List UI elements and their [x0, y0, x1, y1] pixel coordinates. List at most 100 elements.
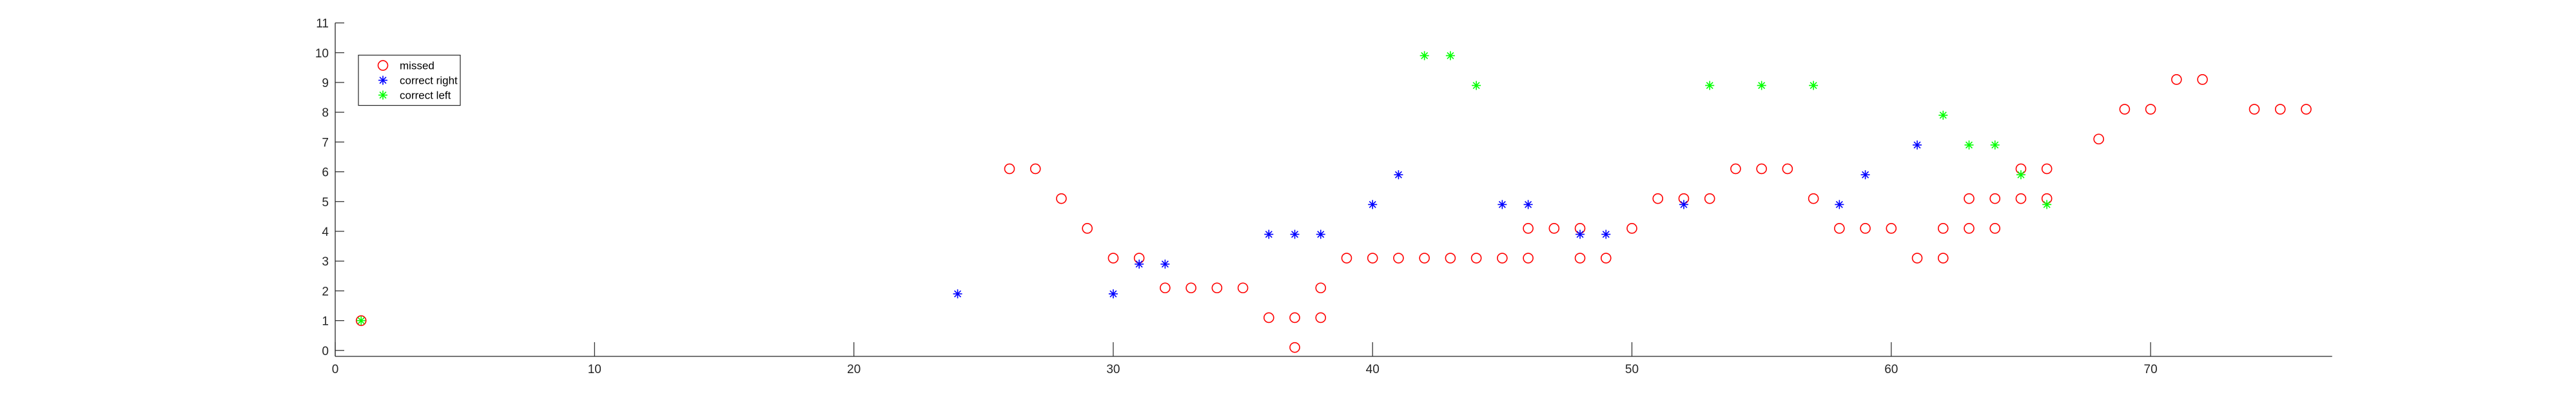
data-point-missed: [2015, 193, 2027, 204]
data-point-correct-right: [1160, 259, 1170, 269]
data-point-missed: [1911, 253, 1923, 264]
y-tick-label: 2: [322, 285, 329, 298]
data-point-missed: [1860, 223, 1871, 234]
data-point-missed: [1574, 253, 1586, 264]
data-point-missed: [2197, 74, 2208, 85]
axes-layer: 0 10 20 30 40 50 60 70 0 1 2 3 4 5 6 7 8 9 10 11: [315, 17, 2332, 376]
data-point-correct-right: [1498, 200, 1507, 209]
legend: missed correct right correct left: [358, 54, 461, 106]
data-point-missed: [1029, 163, 1041, 175]
legend-label-correct-left: correct left: [400, 90, 451, 102]
data-point-missed: [1652, 193, 1664, 204]
data-point-missed: [1367, 253, 1378, 264]
data-point-correct-left: [1472, 81, 1481, 90]
x-tick-label: 40: [1366, 363, 1380, 376]
data-point-missed: [1937, 253, 1949, 264]
data-point-correct-right: [1108, 289, 1118, 298]
data-point-missed: [1523, 253, 1534, 264]
data-point-missed: [2249, 104, 2260, 115]
data-point-missed: [1315, 312, 1327, 324]
legend-item-correct-left: correct left: [378, 90, 451, 102]
data-point-missed: [1315, 282, 1327, 294]
data-point-missed: [2041, 163, 2053, 175]
data-point-missed: [2171, 74, 2182, 85]
data-point-missed: [1937, 223, 1949, 234]
data-point-correct-right: [1913, 140, 1922, 150]
data-point-correct-right: [1601, 229, 1611, 239]
x-tick-label: 70: [2144, 363, 2158, 376]
data-point-missed: [1834, 223, 1845, 234]
data-point-missed: [1964, 193, 1975, 204]
series-correct-right: [953, 140, 1922, 298]
y-tick-label: 8: [322, 106, 329, 120]
data-point-missed: [355, 315, 367, 326]
data-point-correct-right: [1368, 200, 1378, 209]
data-point-missed: [1782, 163, 1793, 175]
legend-marker-correct-left: [378, 90, 387, 100]
data-point-missed: [1523, 223, 1534, 234]
x-tick-label: 20: [847, 363, 861, 376]
data-point-correct-right: [1860, 170, 1870, 180]
legend-item-missed: missed: [377, 60, 434, 72]
data-point-missed: [1160, 282, 1171, 294]
x-tick-label: 30: [1106, 363, 1120, 376]
data-point-correct-right: [1835, 200, 1844, 209]
data-point-missed: [1211, 282, 1223, 294]
data-point-missed: [1626, 223, 1637, 234]
legend-label-missed: missed: [400, 60, 434, 72]
data-point-correct-left: [1757, 81, 1766, 90]
data-point-missed: [1989, 223, 2001, 234]
data-point-missed: [1341, 253, 1352, 264]
legend-label-correct-right: correct right: [400, 75, 458, 87]
y-tick-label: 1: [322, 315, 329, 329]
data-point-missed: [2301, 104, 2312, 115]
data-point-missed: [1445, 253, 1456, 264]
data-point-missed: [2274, 104, 2286, 115]
y-tick-label: 4: [322, 226, 329, 239]
x-tick-label: 50: [1625, 363, 1639, 376]
data-point-missed: [2119, 104, 2131, 115]
data-point-missed: [1964, 223, 1975, 234]
data-point-missed: [1107, 253, 1119, 264]
y-tick-label: 11: [316, 17, 329, 31]
marks-layer: [355, 51, 2312, 353]
data-point-missed: [1263, 312, 1274, 324]
data-point-correct-right: [1576, 229, 1585, 239]
y-tick-label: 7: [322, 136, 329, 150]
data-point-correct-left: [2042, 200, 2052, 209]
data-point-correct-left: [1445, 51, 1455, 61]
data-point-missed: [1989, 193, 2001, 204]
data-point-missed: [1289, 342, 1300, 353]
data-point-missed: [1704, 193, 1715, 204]
legend-box: [358, 54, 461, 106]
data-point-missed: [1082, 223, 1093, 234]
data-point-correct-left: [1964, 140, 1974, 150]
data-point-missed: [1600, 253, 1612, 264]
data-point-correct-left: [1938, 110, 1948, 120]
legend-marker-correct-right: [378, 75, 387, 85]
legend-item-correct-right: correct right: [378, 75, 458, 87]
data-point-correct-left: [1990, 140, 2000, 150]
y-tick-label: 5: [322, 196, 329, 209]
data-point-correct-right: [1264, 229, 1274, 239]
data-point-correct-left: [1809, 81, 1819, 90]
data-point-correct-right: [1523, 200, 1533, 209]
data-point-missed: [1470, 253, 1482, 264]
data-point-correct-left: [1705, 81, 1715, 90]
legend-marker-missed: [377, 60, 389, 71]
data-point-missed: [1808, 193, 1819, 204]
data-point-missed: [1886, 223, 1897, 234]
x-tick-label: 10: [588, 363, 601, 376]
data-point-missed: [1186, 282, 1196, 294]
x-tick-label: 60: [1884, 363, 1898, 376]
y-tick-label: 6: [322, 166, 329, 180]
data-point-correct-left: [2016, 170, 2025, 180]
y-tick-label: 9: [322, 77, 329, 90]
data-point-correct-right: [1135, 259, 1144, 269]
data-point-correct-left: [1420, 51, 1429, 61]
data-point-missed: [1393, 253, 1404, 264]
data-point-correct-right: [1394, 170, 1403, 180]
y-tick-label: 10: [315, 47, 329, 61]
data-point-missed: [1497, 253, 1508, 264]
